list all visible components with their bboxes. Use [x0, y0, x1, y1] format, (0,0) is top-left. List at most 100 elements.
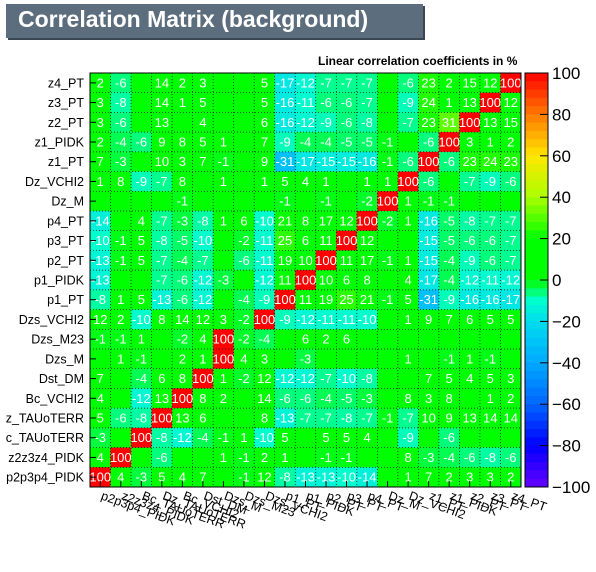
cell-label: -6 [177, 273, 189, 288]
heatmap-cell [274, 427, 296, 448]
heatmap-cell [274, 388, 296, 409]
heatmap-cell [274, 349, 296, 370]
colorbar-tick-label: 80 [552, 105, 571, 124]
cell-label: -15 [419, 233, 438, 248]
heatmap-cell [418, 151, 440, 172]
cell-label: 7 [199, 470, 206, 485]
cell-label: 100 [418, 154, 440, 169]
cell-label: -16 [276, 95, 295, 110]
cell-label: 4 [117, 470, 124, 485]
heatmap-cell [500, 73, 522, 94]
heatmap-cell [459, 427, 481, 448]
heatmap-cell [377, 349, 399, 370]
heatmap-cell [500, 467, 522, 488]
cell-label: -6 [423, 174, 435, 189]
cell-label: -4 [259, 332, 271, 347]
heatmap-cell [110, 408, 132, 429]
heatmap-cell [295, 349, 317, 370]
cell-label: 12 [257, 371, 271, 386]
heatmap-cell [254, 427, 276, 448]
heatmap-cell [459, 329, 481, 350]
heatmap-cell [172, 191, 194, 212]
heatmap-cell [356, 112, 378, 133]
cell-label: -12 [296, 115, 315, 130]
colorbar-segment [525, 197, 548, 206]
cell-label: -13 [91, 253, 110, 268]
heatmap-cell [418, 92, 440, 113]
y-tick-label: z2_PT [48, 116, 84, 130]
heatmap-cell [315, 230, 337, 251]
colorbar-segment [525, 470, 548, 480]
cell-label: 8 [446, 391, 453, 406]
cell-label: 4 [302, 174, 309, 189]
cell-label: -12 [501, 273, 520, 288]
heatmap-cell [213, 211, 235, 232]
heatmap-cell [192, 329, 214, 350]
heatmap-cell [172, 427, 194, 448]
heatmap-cell [192, 309, 214, 330]
heatmap-cell [151, 447, 173, 468]
cell-label: -6 [505, 450, 517, 465]
colorbar-segment [525, 313, 548, 322]
heatmap-cell [131, 467, 152, 488]
cell-label: -1 [443, 351, 455, 366]
cell-label: -4 [443, 253, 455, 268]
heatmap-cell [315, 309, 337, 330]
heatmap-cell [356, 329, 378, 350]
heatmap-cell [438, 309, 460, 330]
cell-label: 100 [438, 135, 460, 150]
cell-label: 4 [97, 450, 104, 465]
cell-label: 5 [281, 430, 288, 445]
cell-label: 1 [179, 95, 186, 110]
heatmap-cell [192, 112, 214, 133]
cell-label: -2 [238, 371, 250, 386]
heatmap-cell [90, 408, 111, 429]
heatmap-cell [438, 427, 460, 448]
colorbar-segment [525, 453, 548, 463]
heatmap-cell [213, 250, 235, 271]
heatmap-cell [151, 467, 173, 488]
cell-label: -8 [115, 95, 127, 110]
heatmap-cell [315, 73, 337, 94]
cell-label: 23 [462, 154, 476, 169]
heatmap-cell [233, 92, 255, 113]
heatmap-cell [397, 151, 419, 172]
heatmap-cell [397, 329, 419, 350]
cell-label: -1 [238, 450, 250, 465]
heatmap-cell [479, 230, 501, 251]
heatmap-cell [254, 171, 276, 192]
colorbar-segment [525, 420, 548, 430]
heatmap-cell [479, 73, 501, 94]
cell-label: -7 [156, 273, 168, 288]
heatmap-cell [500, 349, 522, 370]
cell-label: 2 [179, 351, 186, 366]
heatmap-cell [274, 250, 296, 271]
heatmap-cell [459, 151, 481, 172]
cell-label: -6 [115, 411, 127, 426]
cell-label: 100 [151, 411, 173, 426]
cell-label: 14 [175, 312, 189, 327]
heatmap-cell [500, 92, 522, 113]
cell-label: 1 [138, 332, 145, 347]
cell-label: -17 [419, 273, 438, 288]
cell-label: 4 [179, 470, 186, 485]
heatmap-cell [438, 250, 460, 271]
heatmap-cell [418, 329, 440, 350]
heatmap-cell [295, 309, 317, 330]
cell-label: 6 [199, 411, 206, 426]
heatmap-cell [418, 368, 440, 389]
title-box: Correlation Matrix (background) [6, 4, 423, 38]
cell-label: 7 [199, 154, 206, 169]
cell-label: 4 [466, 371, 473, 386]
heatmap-cell [479, 329, 501, 350]
cell-label: 5 [446, 371, 453, 386]
cell-label: 5 [507, 312, 514, 327]
heatmap-cell [397, 230, 419, 251]
colorbar-segment [525, 404, 548, 413]
cell-label: 5 [405, 292, 412, 307]
cell-label: 5 [261, 75, 268, 90]
cell-label: -6 [341, 115, 353, 130]
heatmap-cell [151, 349, 173, 370]
cell-label: -15 [419, 253, 438, 268]
cell-label: -7 [361, 411, 373, 426]
